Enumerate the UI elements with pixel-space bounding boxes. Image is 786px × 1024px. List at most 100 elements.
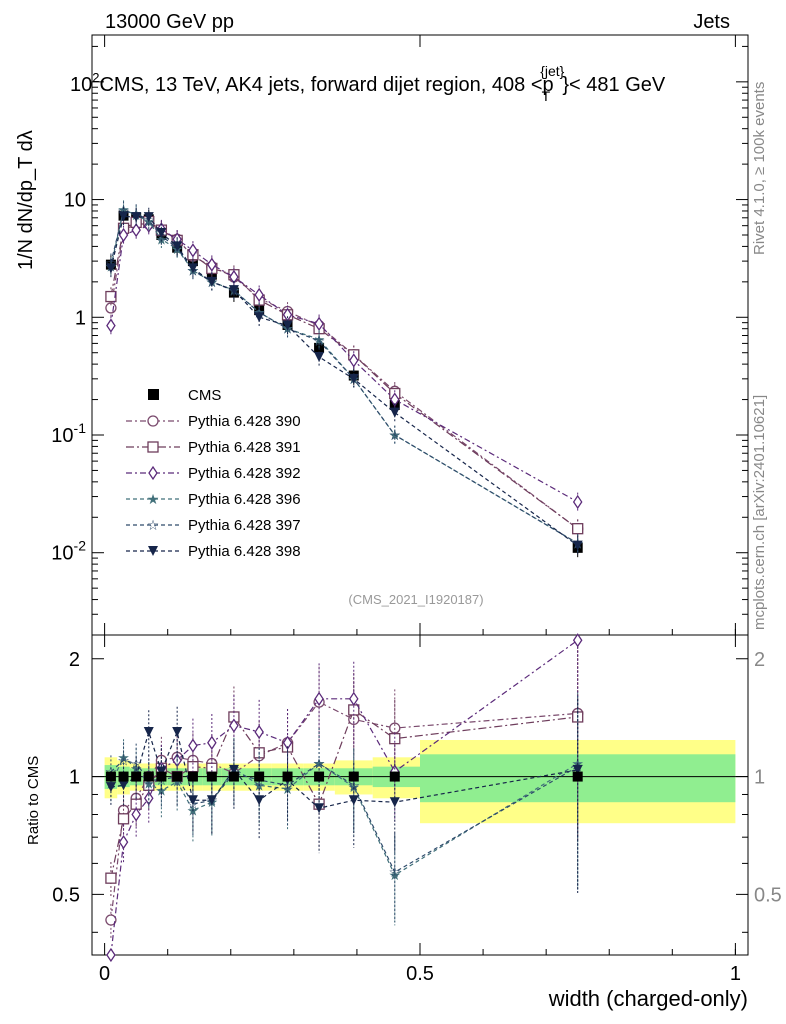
ratio-cms-point (206, 771, 217, 782)
data-point (254, 287, 264, 303)
series-1 (105, 214, 584, 539)
legend-marker-390 (147, 415, 159, 427)
ratio-line (110, 759, 578, 873)
ratio-y-axis-label-text: Ratio to CMS (25, 756, 42, 845)
data-point (254, 305, 265, 316)
ratio-point: ★ (313, 755, 326, 771)
data-point (348, 373, 359, 384)
ratio-cms-point (187, 771, 198, 782)
ratio-cms-point (348, 771, 359, 782)
data-point (206, 276, 217, 287)
ratio-cms-point (118, 771, 129, 782)
data-point (131, 222, 141, 238)
y-axis-label-text: 1/N dN/dp_T dλ (15, 130, 37, 270)
ratio-cms-point (131, 771, 142, 782)
y-tick-label-exp: -2 (74, 538, 87, 554)
ratio-point: ☆ (117, 752, 130, 768)
ratio-point (188, 738, 198, 753)
ratio-point (389, 797, 400, 808)
ratio-y-tick-label-right: 2 (754, 649, 765, 671)
rivet-version-label: Rivet 4.1.0, ≥ 100k events (751, 82, 768, 255)
ratio-point (187, 795, 198, 806)
series-3 (106, 216, 583, 512)
y-tick-label: 1 (75, 307, 86, 329)
legend: CMS Pythia 6.428 390 Pythia 6.428 391 Py… (126, 387, 301, 560)
ratio-point (118, 780, 129, 791)
data-point (172, 241, 183, 252)
ratio-point (172, 726, 183, 737)
header-beam-label: 13000 GeV pp (105, 11, 234, 33)
legend-marker-397: ☆ (147, 517, 160, 533)
x-tick-label: 0 (99, 963, 110, 985)
legend-label-398: Pythia 6.428 398 (188, 543, 301, 560)
legend-marker-391 (147, 441, 159, 453)
series-6 (105, 207, 583, 555)
ratio-point (105, 782, 116, 793)
series-line (110, 225, 578, 503)
y-tick-label-base: 10 (51, 425, 73, 447)
ratio-point (314, 803, 325, 814)
data-point (389, 392, 400, 407)
ratio-cms-point (156, 771, 167, 782)
data-point (228, 285, 239, 296)
data-point (131, 212, 142, 223)
series-line (110, 215, 579, 547)
ratio-point (572, 764, 583, 775)
ratio-point (105, 872, 117, 884)
ratio-cms-point (314, 771, 325, 782)
ratio-point (143, 726, 154, 737)
data-point (105, 263, 116, 274)
legend-label-391: Pythia 6.428 391 (188, 439, 301, 456)
data-point (187, 263, 198, 274)
y-tick-label-base: 10 (51, 543, 73, 565)
ratio-point (348, 795, 359, 806)
data-point (314, 351, 325, 362)
ratio-series-5 (105, 698, 583, 894)
legend-marker-398 (148, 546, 158, 556)
ratio-cms-point (143, 771, 154, 782)
ratio-point (106, 947, 116, 963)
ratio-point (254, 795, 265, 806)
data-point (572, 494, 583, 510)
x-axis-label: width (charged-only) (548, 986, 748, 1011)
y-axis-label: 1/N dN/dp_T dλ (15, 130, 37, 270)
ratio-point (228, 764, 239, 775)
x-tick-label: 1 (730, 963, 741, 985)
ratio-y-tick-label-right: 1 (754, 767, 765, 789)
data-point (282, 320, 293, 331)
ratio-point (131, 807, 141, 822)
series-line (110, 220, 579, 530)
data-point (572, 523, 584, 535)
series-line (110, 223, 579, 530)
ratio-y-tick-label: 1 (69, 767, 80, 789)
data-point (118, 227, 129, 243)
y-exponent-label: 10 (70, 74, 92, 96)
data-point: ☆ (313, 333, 326, 349)
legend-label-396: Pythia 6.428 396 (188, 491, 301, 508)
data-point (314, 316, 324, 331)
legend-label-cms: CMS (188, 387, 221, 404)
ratio-y-tick-label: 2 (69, 649, 80, 671)
mcplots-label: mcplots.cern.ch [arXiv:2401.10621] (751, 395, 768, 630)
legend-marker-396: ★ (147, 491, 160, 507)
ratio-cms-point (282, 771, 293, 782)
series-line (110, 208, 578, 544)
plot-title-sup: {jet} (540, 63, 564, 79)
ratio-y-tick-label: 0.5 (52, 884, 80, 906)
ratio-point (105, 914, 117, 926)
ratio-cms-point (228, 771, 239, 782)
legend-label-397: Pythia 6.428 397 (188, 517, 301, 534)
y-tick-label: 10-1 (51, 420, 86, 447)
data-point (156, 227, 167, 238)
analysis-id: (CMS_2021_I1920187) (348, 592, 483, 607)
ratio-point (348, 691, 359, 706)
data-point (207, 257, 217, 272)
ratio-point: ☆ (313, 755, 326, 771)
legend-label-390: Pythia 6.428 390 (188, 413, 301, 430)
ratio-y-tick-label-right: 0.5 (754, 884, 782, 906)
plot-title-main: CMS, 13 TeV, AK4 jets, forward dijet reg… (99, 74, 553, 96)
series-layer: ★★★★★★★★★★★★★★★☆☆☆☆☆☆☆☆☆☆☆☆☆☆☆ (105, 200, 584, 558)
series-5: ☆☆☆☆☆☆☆☆☆☆☆☆☆☆☆ (105, 201, 584, 553)
